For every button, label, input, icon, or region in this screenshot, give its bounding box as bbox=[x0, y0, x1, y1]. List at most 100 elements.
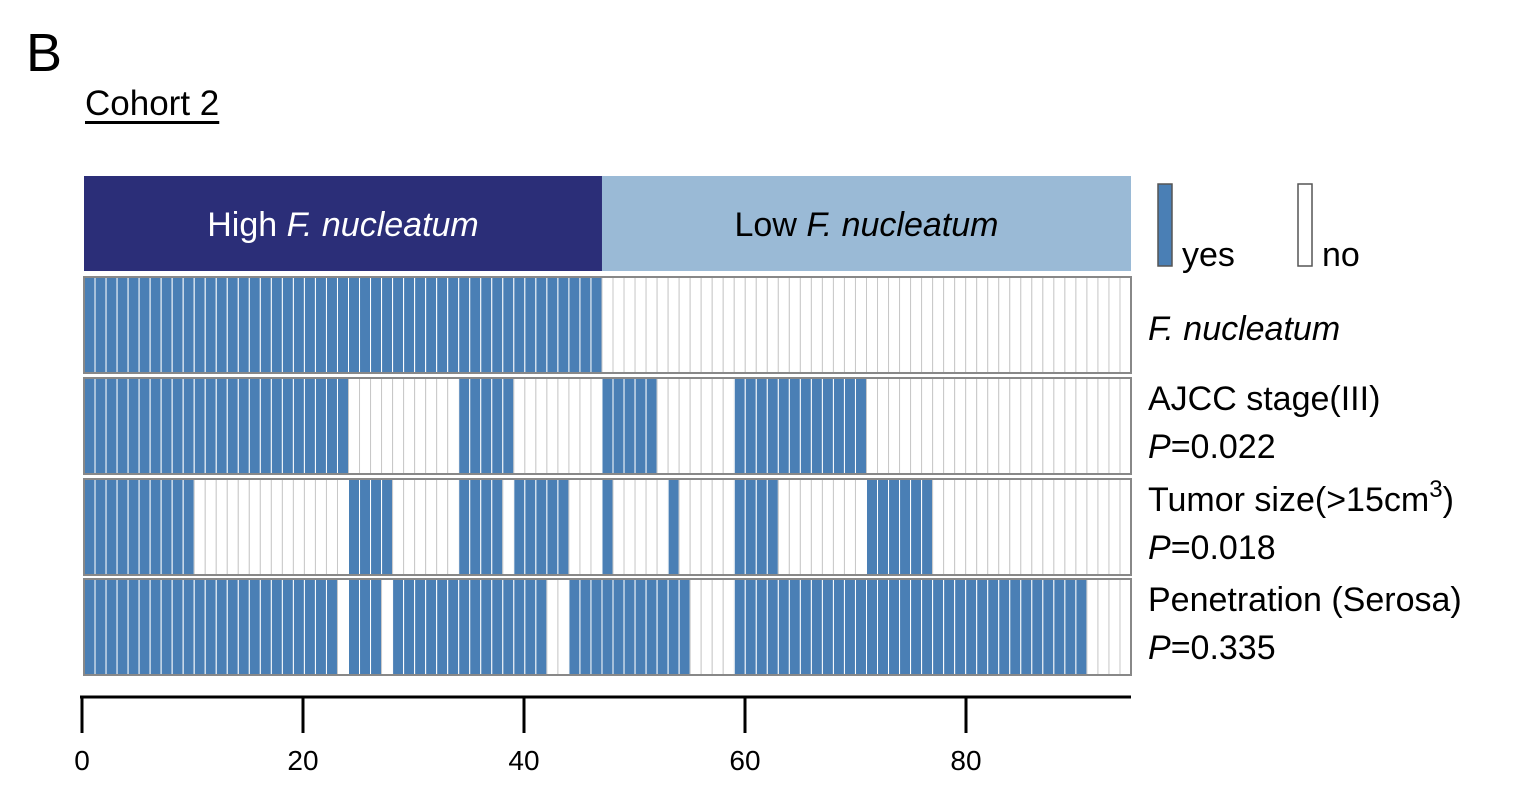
x-tick-label: 60 bbox=[729, 745, 760, 776]
cell-yes bbox=[138, 377, 151, 475]
cell-no bbox=[557, 377, 570, 475]
cell-yes bbox=[83, 276, 96, 374]
cell-yes bbox=[292, 578, 305, 676]
cell-yes bbox=[480, 578, 493, 676]
cell-yes bbox=[733, 377, 746, 475]
cell-no bbox=[436, 478, 449, 576]
cell-no bbox=[788, 276, 801, 374]
cell-yes bbox=[392, 276, 405, 374]
cell-yes bbox=[116, 377, 129, 475]
cell-yes bbox=[645, 578, 658, 676]
cell-no bbox=[656, 478, 669, 576]
cell-no bbox=[700, 377, 713, 475]
cell-no bbox=[1097, 276, 1110, 374]
cell-no bbox=[303, 478, 316, 576]
cell-yes bbox=[193, 276, 206, 374]
cell-yes bbox=[414, 276, 427, 374]
cell-yes bbox=[634, 578, 647, 676]
legend-swatch-yes bbox=[1157, 183, 1173, 267]
cell-yes bbox=[458, 276, 471, 374]
cell-yes bbox=[381, 276, 394, 374]
cell-yes bbox=[832, 578, 845, 676]
cell-yes bbox=[370, 478, 383, 576]
cell-no bbox=[1009, 276, 1022, 374]
row-border bbox=[83, 276, 1132, 374]
cell-no bbox=[215, 478, 228, 576]
cell-yes bbox=[524, 478, 537, 576]
cell-yes bbox=[270, 276, 283, 374]
cell-yes bbox=[160, 478, 173, 576]
group-header-1 bbox=[601, 176, 1131, 271]
cell-yes bbox=[127, 478, 140, 576]
cell-no bbox=[513, 377, 526, 475]
row-pvalue-1: P=0.022 bbox=[1148, 428, 1276, 466]
cell-no bbox=[314, 478, 327, 576]
cell-yes bbox=[149, 276, 162, 374]
cell-no bbox=[1086, 377, 1099, 475]
cell-no bbox=[755, 276, 768, 374]
legend-label-no: no bbox=[1322, 236, 1360, 274]
cell-yes bbox=[1042, 578, 1055, 676]
heatmap-row-2 bbox=[83, 478, 1132, 576]
cell-yes bbox=[160, 377, 173, 475]
cell-yes bbox=[359, 478, 372, 576]
cell-yes bbox=[502, 377, 515, 475]
cell-no bbox=[1086, 578, 1099, 676]
cell-no bbox=[1119, 578, 1132, 676]
cell-no bbox=[711, 276, 724, 374]
cell-no bbox=[943, 276, 956, 374]
cell-yes bbox=[105, 578, 118, 676]
cell-yes bbox=[469, 478, 482, 576]
cell-no bbox=[1108, 377, 1121, 475]
cell-yes bbox=[777, 377, 790, 475]
cell-no bbox=[1108, 578, 1121, 676]
cell-no bbox=[865, 377, 879, 475]
cell-yes bbox=[325, 276, 338, 374]
cell-yes bbox=[83, 478, 96, 576]
cell-yes bbox=[865, 578, 879, 676]
cell-yes bbox=[226, 578, 239, 676]
cell-no bbox=[248, 478, 261, 576]
cell-yes bbox=[292, 377, 305, 475]
cell-yes bbox=[292, 276, 305, 374]
group-header-label-1: Low F. nucleatum bbox=[735, 206, 999, 244]
cell-yes bbox=[733, 578, 746, 676]
cell-no bbox=[799, 276, 812, 374]
cell-yes bbox=[821, 377, 834, 475]
cell-yes bbox=[370, 578, 383, 676]
cell-yes bbox=[590, 578, 603, 676]
cell-yes bbox=[138, 276, 151, 374]
cell-no bbox=[392, 478, 405, 576]
cell-yes bbox=[612, 377, 625, 475]
group-header-label-0: High F. nucleatum bbox=[207, 206, 479, 244]
cell-yes bbox=[314, 377, 327, 475]
cell-yes bbox=[513, 578, 526, 676]
cell-yes bbox=[425, 578, 438, 676]
cell-no bbox=[645, 478, 658, 576]
cell-yes bbox=[843, 377, 856, 475]
cell-no bbox=[1064, 276, 1077, 374]
row-label-1: AJCC stage(III) bbox=[1148, 380, 1380, 418]
cell-yes bbox=[381, 478, 394, 576]
cell-yes bbox=[777, 578, 790, 676]
cell-no bbox=[546, 377, 559, 475]
cell-no bbox=[1108, 276, 1121, 374]
cell-yes bbox=[535, 276, 548, 374]
heatmap-row-3 bbox=[83, 578, 1132, 676]
cell-yes bbox=[601, 478, 614, 576]
cell-no bbox=[579, 377, 592, 475]
cell-no bbox=[1042, 276, 1055, 374]
cell-yes bbox=[799, 377, 812, 475]
cell-yes bbox=[546, 276, 559, 374]
cell-no bbox=[932, 377, 945, 475]
cell-no bbox=[1064, 377, 1077, 475]
cell-yes bbox=[877, 578, 890, 676]
cell-yes bbox=[579, 276, 592, 374]
cell-no bbox=[634, 478, 647, 576]
cell-yes bbox=[910, 578, 923, 676]
cell-yes bbox=[83, 377, 96, 475]
cell-yes bbox=[447, 578, 460, 676]
cell-yes bbox=[469, 377, 482, 475]
cell-no bbox=[656, 377, 669, 475]
cell-no bbox=[414, 377, 427, 475]
